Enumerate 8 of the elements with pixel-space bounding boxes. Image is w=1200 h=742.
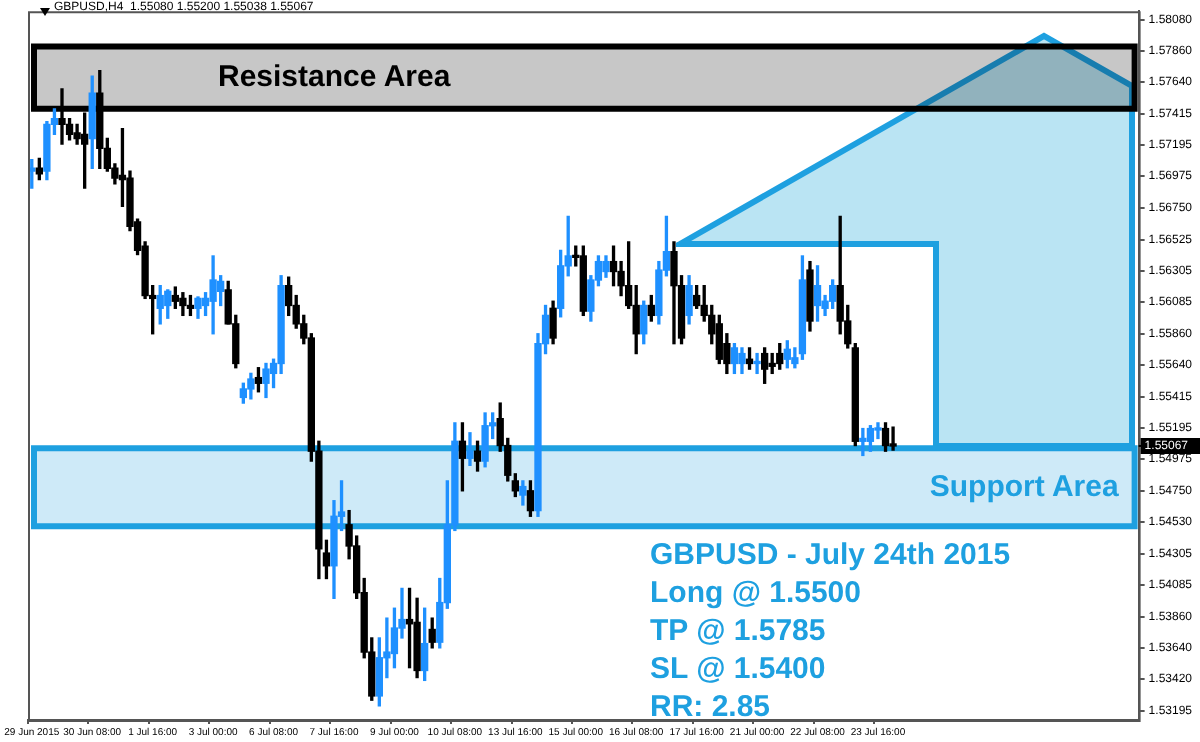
- candlestick: [466, 432, 474, 466]
- annotation: SL @ 1.5400: [650, 650, 828, 688]
- annotation: RR: 2.85: [650, 688, 773, 726]
- annotation: GBPUSD - July 24th 2015: [650, 536, 1011, 574]
- annotation: Long @ 1.5500: [650, 574, 863, 612]
- band-label: Resistance Area: [218, 59, 452, 94]
- annotation: TP @ 1.5785: [650, 612, 828, 650]
- band-label: Support Area: [929, 469, 1120, 504]
